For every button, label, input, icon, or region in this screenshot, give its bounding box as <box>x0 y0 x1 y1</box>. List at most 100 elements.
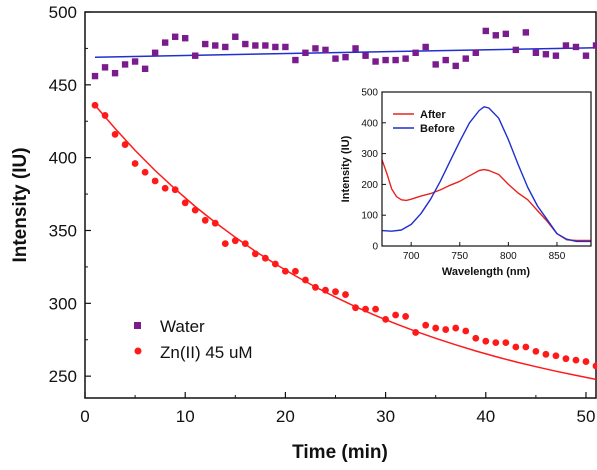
main-y-tick-label: 300 <box>49 294 77 313</box>
inset-chart: 700 750 800 850 0 100 200 300 400 500 Wavelength … <box>340 88 592 278</box>
zn-point <box>302 276 309 284</box>
zn-point <box>121 141 129 148</box>
zn-point <box>482 337 490 345</box>
water-point <box>532 49 540 56</box>
inset-y-tick-label: 300 <box>361 149 378 160</box>
main-x-tick-label: 0 <box>80 407 89 426</box>
zn-point <box>442 326 450 333</box>
main-y-tick-label: 450 <box>49 76 77 95</box>
water-point <box>111 69 119 77</box>
zn-point <box>512 343 520 351</box>
main-y-tick-label: 250 <box>49 367 77 386</box>
water-point <box>402 55 409 62</box>
zn-point <box>141 168 149 176</box>
water-fit-line <box>94 46 597 58</box>
zn-point <box>181 199 189 207</box>
inset-x-tick-label: 700 <box>403 251 420 262</box>
water-point <box>121 61 129 68</box>
legend-water-marker <box>134 322 141 329</box>
zn-point <box>231 237 239 245</box>
zn-point <box>392 311 400 319</box>
water-point <box>452 62 459 70</box>
zn-fit-curve <box>94 104 597 381</box>
water-point <box>472 49 479 56</box>
inset-y-tick-label: 0 <box>372 242 378 253</box>
water-point <box>332 55 339 62</box>
inset-x-tick-label: 750 <box>451 251 468 262</box>
inset-axis-ticks: 700 750 800 850 0 100 200 300 400 500 <box>361 88 565 263</box>
inset-before-line <box>381 106 591 243</box>
zn-point <box>462 327 470 335</box>
water-point <box>101 64 109 71</box>
legend-zn-label: Zn(II) 45 uM <box>160 343 253 362</box>
inset-x-tick-label: 800 <box>500 251 517 262</box>
water-point <box>91 72 99 80</box>
water-point <box>372 58 379 65</box>
zn-point <box>572 356 580 364</box>
zn-point <box>151 177 159 185</box>
water-point <box>462 55 469 62</box>
zn-point <box>251 250 259 258</box>
zn-point <box>342 291 349 298</box>
zn-point <box>292 267 299 275</box>
water-point <box>552 52 560 59</box>
zn-point <box>91 101 99 109</box>
inset-y-tick-label: 100 <box>361 211 378 222</box>
water-point <box>412 49 419 56</box>
water-point <box>352 45 359 52</box>
water-point <box>592 42 597 49</box>
main-x-axis-title: Time (min) <box>292 442 388 463</box>
zn-point <box>281 267 289 275</box>
water-point <box>292 56 299 64</box>
main-legend: Water Zn(II) 45 uM <box>134 317 253 362</box>
zn-point <box>201 216 209 224</box>
main-x-tick-label: 10 <box>176 407 195 426</box>
water-point <box>161 39 169 46</box>
main-y-tick-label: 400 <box>49 149 77 168</box>
water-point <box>382 56 389 64</box>
water-point <box>362 52 369 59</box>
water-point <box>151 49 159 56</box>
zn-point <box>472 334 480 342</box>
inset-y-tick-label: 200 <box>361 180 378 191</box>
water-point <box>171 33 179 40</box>
inset-plot-frame <box>381 91 592 247</box>
zn-point <box>241 240 249 248</box>
main-x-tick-label: 40 <box>476 407 495 426</box>
water-point <box>282 43 289 51</box>
inset-x-axis-title: Wavelength (nm) <box>442 266 531 278</box>
water-point <box>312 45 319 52</box>
zn-point <box>171 186 179 194</box>
zn-point <box>261 254 269 262</box>
water-point <box>202 40 209 48</box>
zn-point <box>332 288 339 296</box>
main-y-tick-label: 350 <box>49 221 77 240</box>
water-point <box>392 56 399 64</box>
zn-point <box>191 206 199 214</box>
main-tick-marks <box>84 11 587 398</box>
inset-y-axis-title: Intensity (IU) <box>340 135 352 202</box>
inset-y-tick-label: 500 <box>361 88 378 99</box>
water-point <box>322 46 329 54</box>
water-point <box>302 49 309 56</box>
zn-point <box>402 313 410 320</box>
zn-point <box>522 343 530 351</box>
main-x-tick-label: 50 <box>577 407 596 426</box>
zn-point <box>111 130 119 138</box>
zn-point <box>592 362 597 370</box>
water-point <box>442 56 449 64</box>
water-point <box>272 43 279 51</box>
water-point <box>512 46 520 54</box>
main-y-tick-label: 500 <box>49 3 77 22</box>
zn-point <box>322 286 329 294</box>
water-point <box>482 27 489 35</box>
zn-point <box>542 350 550 358</box>
water-point <box>502 30 510 38</box>
zn-point <box>422 321 430 329</box>
water-point <box>212 42 219 49</box>
zn-point <box>352 304 359 312</box>
legend-zn-marker <box>134 347 142 355</box>
zn-point <box>101 112 109 119</box>
